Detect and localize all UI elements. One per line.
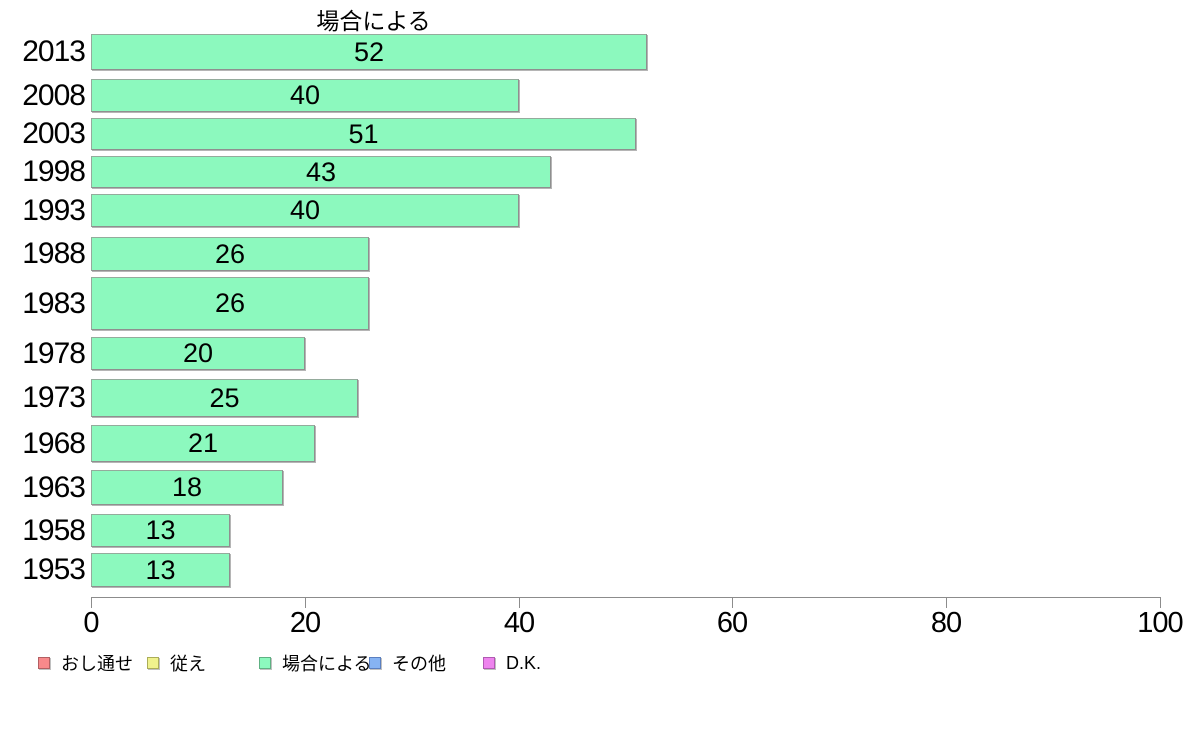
bar: 43 bbox=[91, 156, 551, 188]
x-axis-tick-label: 0 bbox=[83, 607, 99, 639]
x-axis-tick-label: 40 bbox=[503, 607, 535, 639]
bar-value-label: 51 bbox=[348, 118, 379, 149]
bar: 18 bbox=[91, 470, 283, 505]
bar-value-label: 21 bbox=[187, 428, 219, 458]
bar-value-label: 26 bbox=[214, 238, 246, 269]
x-axis-line bbox=[91, 597, 1161, 598]
category-label: 1963 bbox=[22, 470, 86, 504]
x-axis-tick-label: 100 bbox=[1137, 607, 1183, 639]
bar: 26 bbox=[91, 237, 369, 271]
bar-value-label: 52 bbox=[353, 36, 385, 67]
category-label: 1958 bbox=[22, 513, 86, 547]
chart-title: 場合による bbox=[316, 8, 431, 34]
category-label: 1998 bbox=[22, 155, 86, 188]
category-label: 1953 bbox=[22, 553, 86, 586]
bar: 52 bbox=[91, 34, 647, 70]
bar: 40 bbox=[91, 79, 519, 112]
x-axis-tick-label: 80 bbox=[930, 607, 962, 639]
bar: 51 bbox=[91, 118, 636, 150]
bar-value-label: 18 bbox=[171, 472, 203, 502]
category-label: 1978 bbox=[22, 336, 86, 370]
bar-value-label: 43 bbox=[305, 156, 337, 187]
legend-item: おし通せ bbox=[38, 653, 133, 674]
bar-value-label: 13 bbox=[145, 515, 176, 545]
bar-value-label: 26 bbox=[214, 288, 246, 318]
category-label: 1993 bbox=[22, 193, 86, 227]
bar-value-label: 13 bbox=[145, 554, 176, 585]
legend-item: その他 bbox=[369, 653, 446, 674]
legend-swatch bbox=[147, 657, 159, 669]
category-label: 2008 bbox=[22, 78, 86, 112]
legend-label: その他 bbox=[392, 654, 446, 674]
legend-item: D.K. bbox=[483, 653, 541, 673]
legend-swatch bbox=[483, 657, 495, 669]
legend-item: 従え bbox=[147, 653, 206, 674]
legend-label: おし通せ bbox=[61, 654, 133, 674]
x-axis-tick bbox=[946, 597, 947, 608]
legend-label: 従え bbox=[170, 654, 206, 674]
x-axis-tick bbox=[732, 597, 733, 608]
bar-value-label: 25 bbox=[209, 382, 240, 413]
x-axis-tick-label: 60 bbox=[716, 607, 748, 639]
bar: 20 bbox=[91, 337, 305, 370]
legend-item: 場合による bbox=[259, 653, 372, 674]
category-label: 1983 bbox=[22, 286, 86, 320]
bar-value-label: 40 bbox=[289, 80, 321, 110]
x-axis-tick bbox=[1160, 597, 1161, 608]
bar: 25 bbox=[91, 379, 358, 417]
legend-label: D.K. bbox=[506, 652, 542, 673]
category-label: 2013 bbox=[22, 35, 86, 68]
bar: 13 bbox=[91, 553, 230, 587]
legend-swatch bbox=[369, 657, 381, 669]
category-label: 2003 bbox=[22, 117, 86, 150]
x-axis-tick bbox=[519, 597, 520, 608]
x-axis-tick-label: 20 bbox=[289, 607, 321, 639]
legend-swatch bbox=[259, 657, 271, 669]
category-label: 1988 bbox=[22, 237, 86, 270]
bar: 21 bbox=[91, 425, 315, 462]
bar: 13 bbox=[91, 514, 230, 547]
bar: 40 bbox=[91, 194, 519, 227]
bar-value-label: 40 bbox=[289, 195, 321, 225]
x-axis-tick bbox=[91, 597, 92, 608]
category-label: 1973 bbox=[22, 381, 86, 414]
legend-swatch bbox=[38, 657, 50, 669]
legend-label: 場合による bbox=[282, 654, 372, 674]
bar: 26 bbox=[91, 277, 369, 330]
category-label: 1968 bbox=[22, 426, 86, 460]
x-axis-tick bbox=[305, 597, 306, 608]
bar-value-label: 20 bbox=[182, 338, 214, 368]
